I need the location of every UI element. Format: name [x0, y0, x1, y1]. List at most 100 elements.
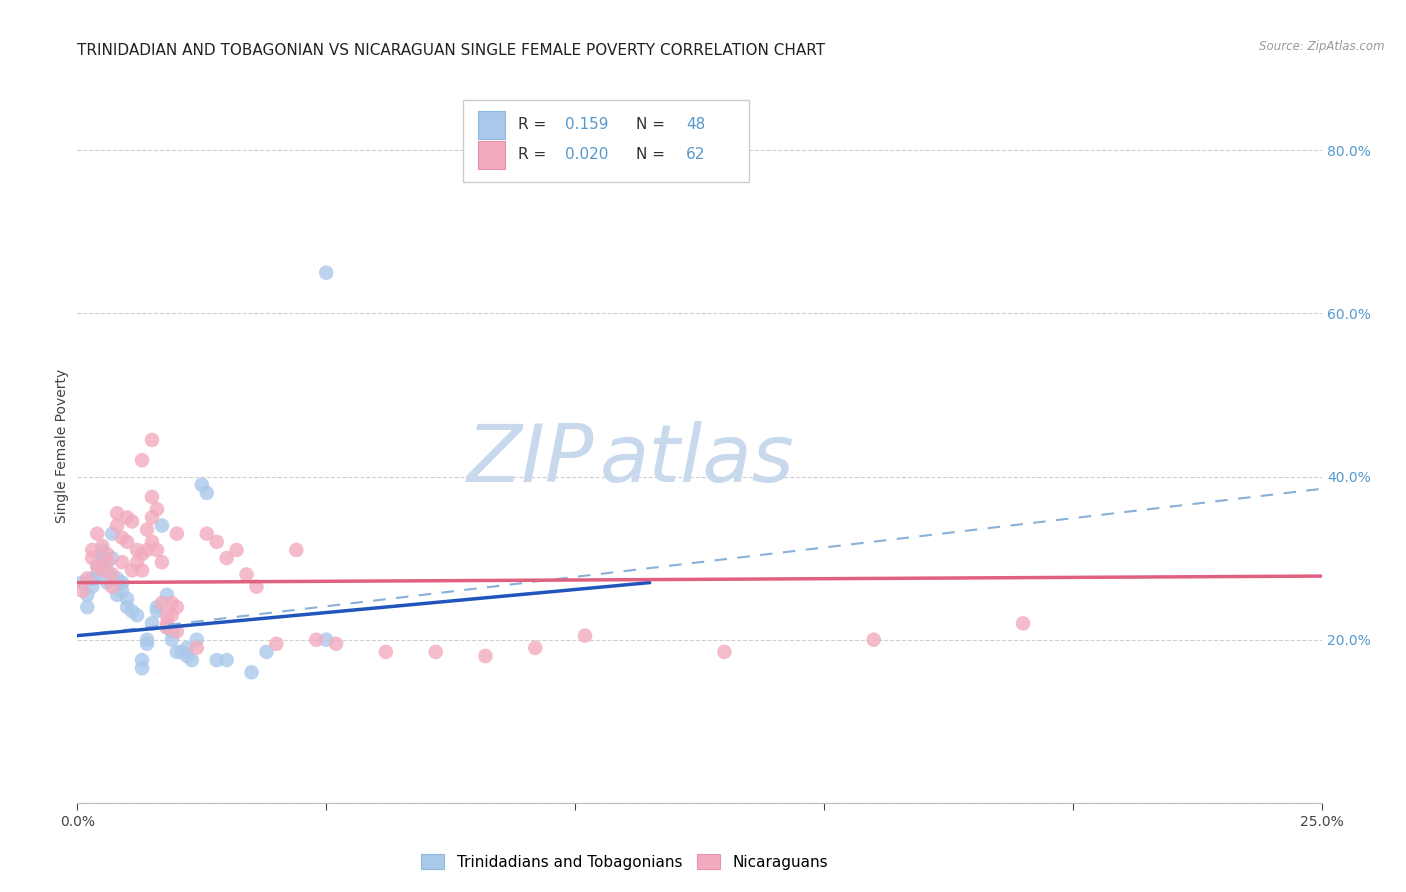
Point: [266, 637, 288, 651]
Point: [101, 580, 124, 594]
Point: [96, 547, 118, 561]
Point: [166, 600, 188, 615]
Point: [195, 486, 218, 500]
Point: [105, 518, 128, 533]
Point: [146, 543, 169, 558]
Point: [131, 547, 153, 561]
Point: [160, 596, 183, 610]
Point: [82, 572, 104, 586]
Text: N =: N =: [636, 118, 669, 132]
Point: [141, 510, 163, 524]
Point: [160, 632, 183, 647]
Point: [245, 580, 267, 594]
Point: [240, 665, 263, 680]
Point: [136, 637, 159, 651]
Point: [96, 563, 118, 577]
Point: [160, 624, 183, 639]
Point: [235, 567, 257, 582]
Point: [225, 543, 247, 558]
Point: [86, 559, 108, 574]
Point: [96, 555, 118, 569]
Bar: [478, 111, 505, 139]
Point: [150, 596, 173, 610]
Point: [136, 632, 159, 647]
Point: [86, 567, 108, 582]
Point: [131, 653, 153, 667]
Point: [574, 629, 596, 643]
Point: [101, 551, 124, 566]
Text: ZIP: ZIP: [467, 421, 593, 500]
Text: 0.020: 0.020: [565, 147, 609, 162]
Point: [82, 543, 104, 558]
Point: [111, 575, 134, 590]
Point: [115, 534, 138, 549]
Point: [305, 632, 328, 647]
Point: [86, 526, 108, 541]
Point: [136, 523, 159, 537]
Point: [425, 645, 447, 659]
Text: N =: N =: [636, 147, 669, 162]
Point: [82, 580, 104, 594]
Point: [131, 453, 153, 467]
Point: [76, 600, 98, 615]
Point: [82, 551, 104, 566]
Point: [186, 640, 208, 655]
Point: [101, 567, 124, 582]
Point: [86, 559, 108, 574]
Point: [91, 543, 114, 558]
Point: [91, 563, 114, 577]
Point: [315, 266, 337, 280]
Point: [115, 591, 138, 606]
Point: [205, 534, 228, 549]
Point: [156, 616, 179, 631]
Point: [166, 624, 188, 639]
Point: [186, 632, 208, 647]
Point: [315, 632, 337, 647]
Point: [166, 526, 188, 541]
Point: [156, 620, 179, 634]
Point: [76, 588, 98, 602]
Point: [156, 588, 179, 602]
Point: [101, 526, 124, 541]
Point: [115, 510, 138, 524]
Legend: Trinidadians and Tobagonians, Nicaraguans: Trinidadians and Tobagonians, Nicaraguan…: [413, 846, 835, 877]
Point: [191, 477, 214, 491]
Point: [131, 661, 153, 675]
Text: R =: R =: [517, 118, 551, 132]
Point: [141, 616, 163, 631]
Point: [121, 604, 143, 618]
Point: [256, 645, 278, 659]
Text: 48: 48: [686, 118, 704, 132]
Point: [862, 632, 884, 647]
Point: [105, 572, 128, 586]
Point: [141, 534, 163, 549]
Point: [713, 645, 735, 659]
Point: [524, 640, 547, 655]
Point: [176, 648, 198, 663]
Point: [160, 608, 183, 623]
Text: 62: 62: [686, 147, 706, 162]
Point: [72, 575, 94, 590]
Point: [111, 583, 134, 598]
Point: [96, 575, 118, 590]
Point: [146, 502, 169, 516]
Point: [141, 490, 163, 504]
Point: [91, 555, 114, 569]
Point: [115, 600, 138, 615]
Text: atlas: atlas: [600, 421, 794, 500]
Text: TRINIDADIAN AND TOBAGONIAN VS NICARAGUAN SINGLE FEMALE POVERTY CORRELATION CHART: TRINIDADIAN AND TOBAGONIAN VS NICARAGUAN…: [77, 43, 825, 58]
Point: [72, 583, 94, 598]
Text: Source: ZipAtlas.com: Source: ZipAtlas.com: [1260, 40, 1385, 54]
Text: 0.159: 0.159: [565, 118, 609, 132]
Y-axis label: Single Female Poverty: Single Female Poverty: [55, 369, 69, 523]
Text: R =: R =: [517, 147, 551, 162]
Point: [91, 539, 114, 553]
Point: [474, 648, 496, 663]
Point: [374, 645, 396, 659]
Point: [180, 653, 202, 667]
Point: [176, 640, 198, 655]
Point: [195, 526, 218, 541]
Point: [76, 572, 98, 586]
Point: [150, 555, 173, 569]
Point: [156, 608, 179, 623]
